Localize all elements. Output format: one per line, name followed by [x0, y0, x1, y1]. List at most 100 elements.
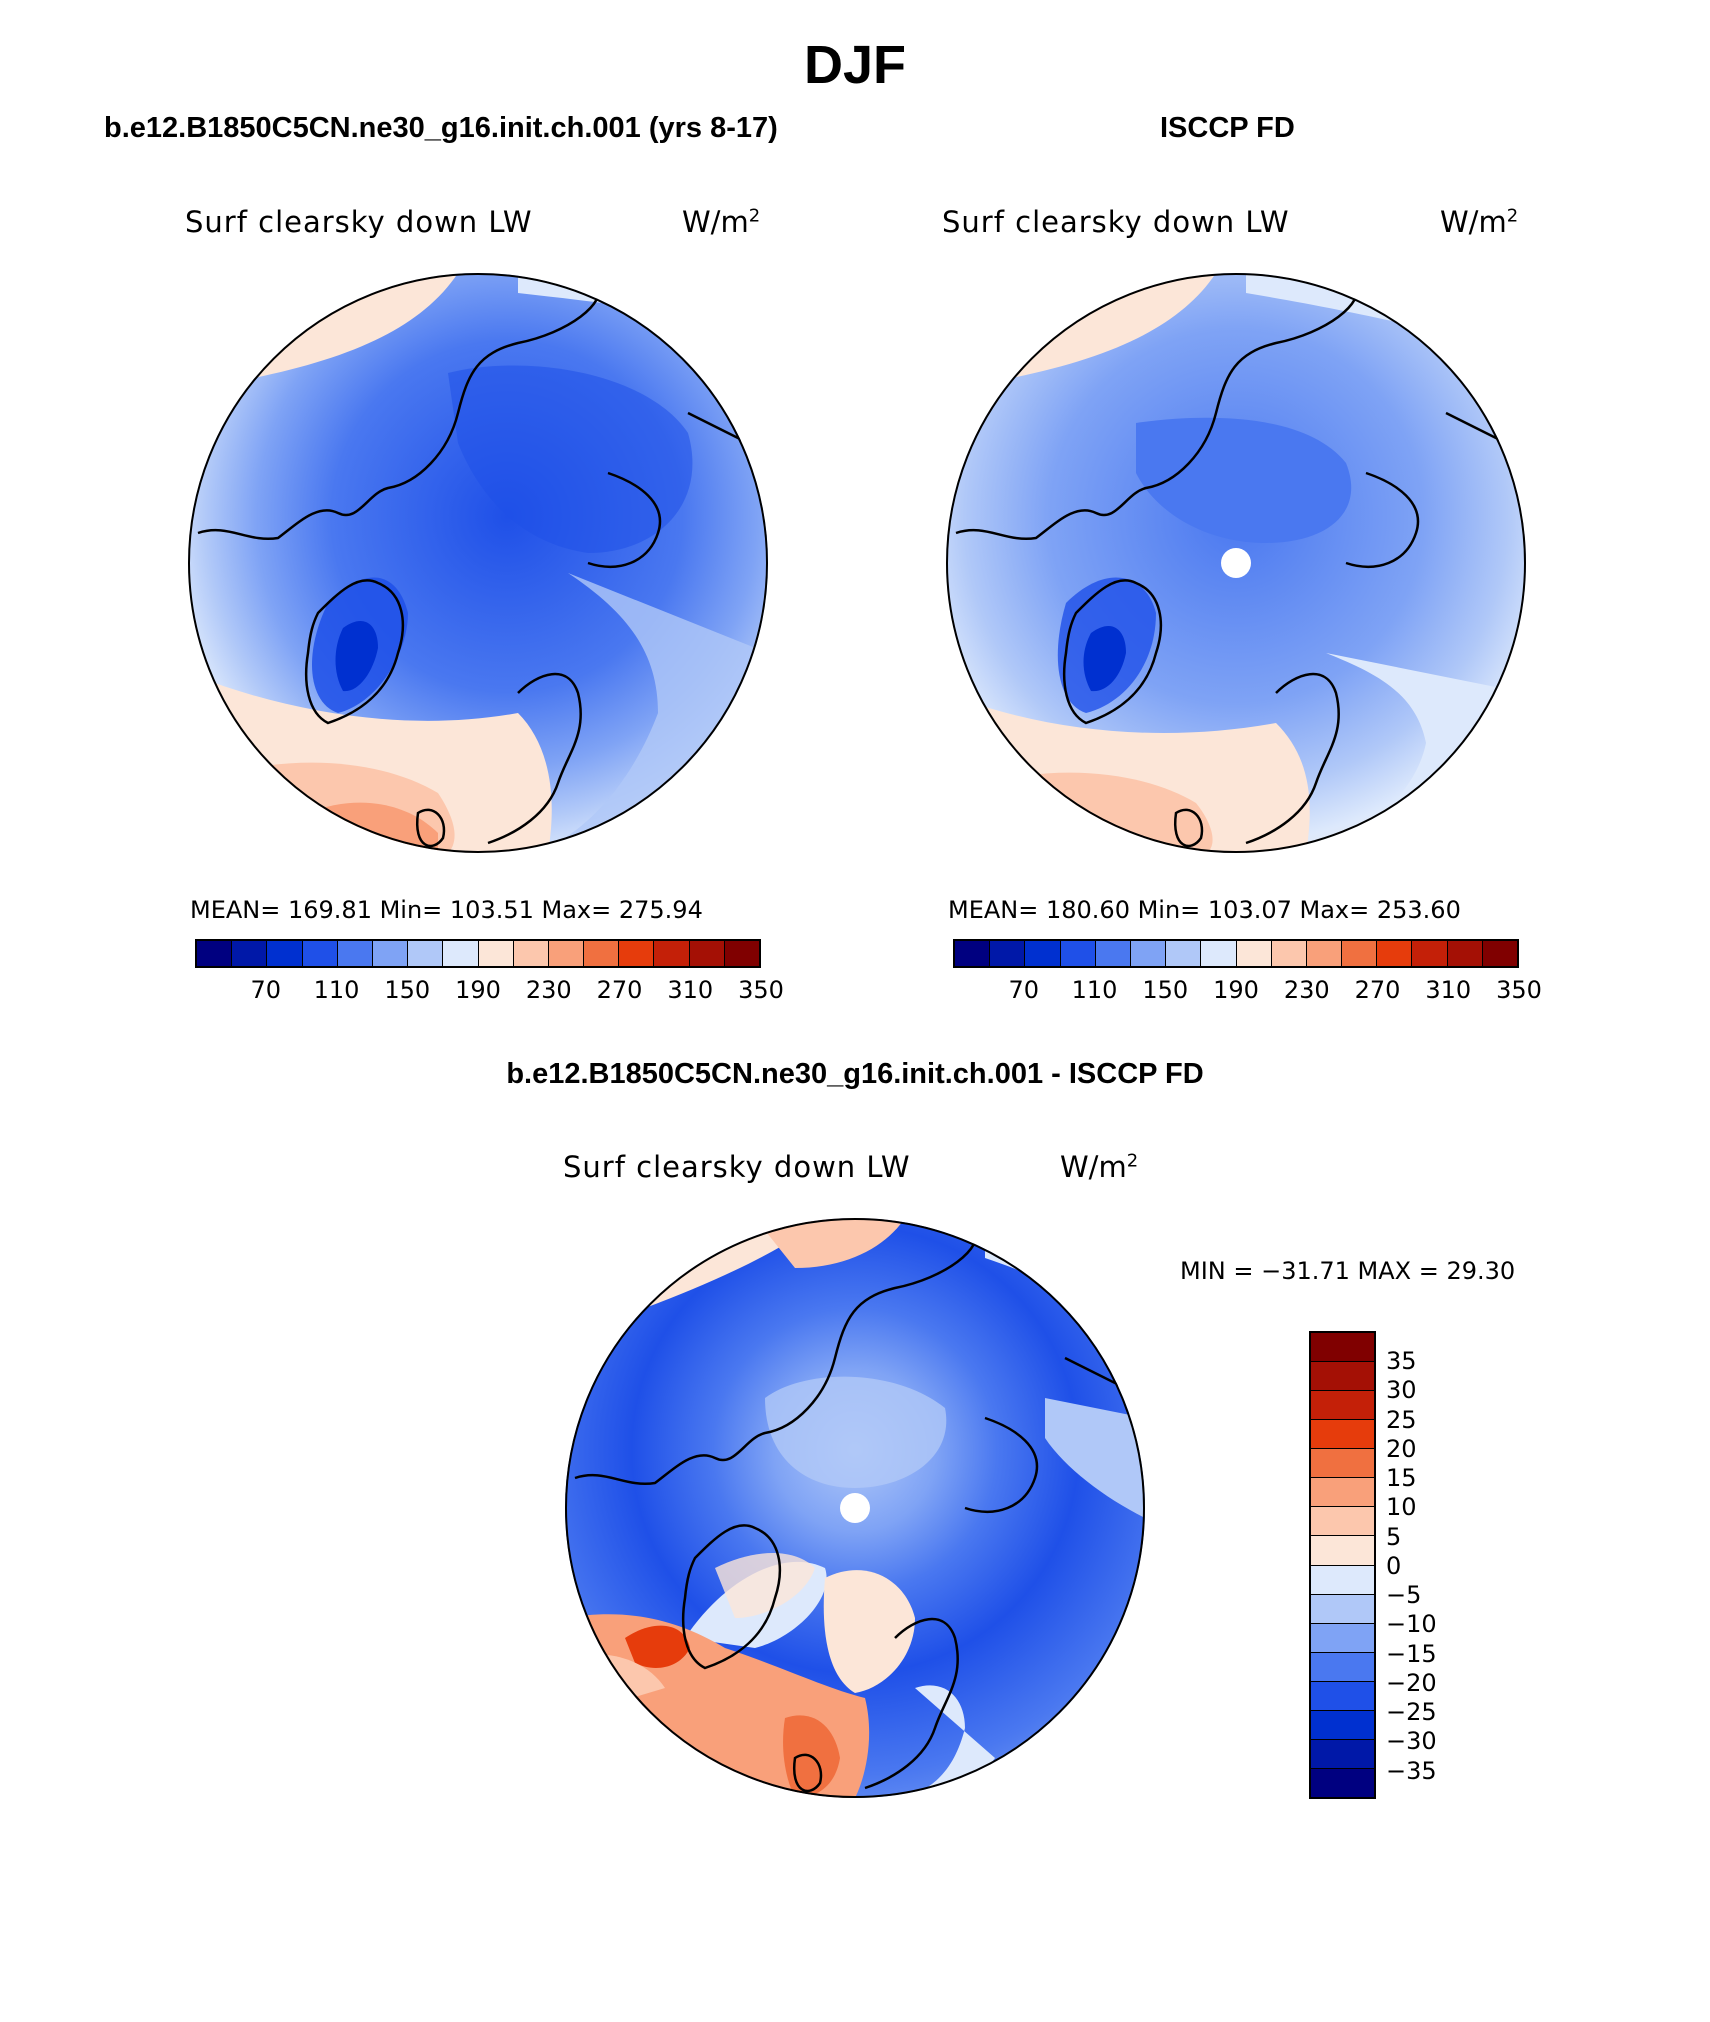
- diff-panel-colorbar-swatch: [1311, 1565, 1374, 1595]
- diff-panel-pole-missing: [840, 1493, 870, 1523]
- panel-1-map-boundary: [188, 273, 768, 853]
- panel-2-tick: 350: [1496, 976, 1542, 1004]
- panel-1-tick: 190: [455, 976, 501, 1004]
- panel-2-colorbar-swatch: [1095, 941, 1131, 966]
- panel-2-title: ISCCP FD: [1160, 112, 1295, 144]
- diff-panel-colorbar-swatch: [1311, 1536, 1374, 1566]
- panel-2-colorbar-swatch: [1130, 941, 1167, 966]
- panel-1-colorbar-swatch: [724, 941, 759, 966]
- diff-panel-units-base: W/m: [1060, 1150, 1127, 1184]
- panel-1-tick: 150: [384, 976, 431, 1004]
- panel-2-units-base: W/m: [1440, 205, 1507, 239]
- panel-1-tick: 270: [596, 976, 643, 1004]
- diff-panel-map-boundary: [565, 1218, 1145, 1798]
- panel-2-colorbar-swatch: [1412, 941, 1448, 966]
- panel-2-tick: 150: [1142, 976, 1189, 1004]
- panel-1-colorbar-swatch: [302, 941, 338, 966]
- diff-panel-colorbar-swatch: [1311, 1420, 1374, 1450]
- panel-2-coastlines: [955, 282, 1507, 848]
- panel-2-colorbar-swatch: [1271, 941, 1307, 966]
- diff-panel-units-exp: 2: [1126, 1150, 1139, 1172]
- panel-1-colorbar-swatch: [584, 941, 620, 966]
- panel-1-colorbar-swatch: [689, 941, 725, 966]
- diff-panel-tick: 30: [1386, 1376, 1417, 1404]
- diff-panel-tick: −20: [1386, 1669, 1437, 1697]
- panel-2-colorbar-swatch: [1025, 941, 1061, 966]
- panel-2-colorbar: [953, 939, 1519, 968]
- diff-panel-tick: 20: [1386, 1435, 1417, 1463]
- panel-1-coastlines: [197, 282, 749, 848]
- panel-1-units-base: W/m: [682, 205, 749, 239]
- diff-panel-stats: MIN = −31.71 MAX = 29.30: [1180, 1257, 1516, 1285]
- diff-panel-colorbar-swatch: [1311, 1739, 1374, 1769]
- panel-1-colorbar-swatch: [654, 941, 690, 966]
- panel-2-map-boundary: [946, 273, 1526, 853]
- panel-1-colorbar-swatch: [513, 941, 549, 966]
- diff-panel-tick: 25: [1386, 1406, 1417, 1434]
- panel-1-tick: 310: [667, 976, 714, 1004]
- panel-2-tick: 230: [1283, 976, 1330, 1004]
- panel-2-colorbar-swatch: [1482, 941, 1517, 966]
- panel-1-colorbar-swatch: [548, 941, 585, 966]
- panel-2-tick: 70: [1008, 976, 1040, 1004]
- panel-1-units-exp: 2: [748, 205, 761, 227]
- diff-panel-colorbar-swatch: [1311, 1681, 1374, 1711]
- panel-1-colorbar-swatch: [408, 941, 444, 966]
- panel-2-colorbar-swatch: [1236, 941, 1272, 966]
- panel-1-colorbar: [195, 939, 761, 968]
- diff-panel-map: [565, 1218, 1145, 1798]
- diff-panel-colorbar-ticks: 35 30 25 20 15 10 5 0 −5 −10 −15 −20 −25…: [1386, 1331, 1466, 1799]
- panel-1-tick: 70: [250, 976, 282, 1004]
- panel-1-stats: MEAN= 169.81 Min= 103.51 Max= 275.94: [190, 896, 703, 924]
- diff-panel-colorbar-swatch: [1311, 1478, 1374, 1508]
- panel-2-pole-missing: [1221, 548, 1251, 578]
- diff-panel-colorbar-swatch: [1311, 1333, 1374, 1363]
- panel-2-colorbar-swatch: [1377, 941, 1413, 966]
- panel-2-colorbar-swatch: [1447, 941, 1483, 966]
- panel-2-tick: 270: [1354, 976, 1401, 1004]
- diff-panel-units: W/m2: [1060, 1150, 1138, 1184]
- panel-1-colorbar-swatch: [267, 941, 303, 966]
- diff-panel-tick: −30: [1386, 1727, 1437, 1755]
- panel-2-colorbar-swatch: [1166, 941, 1202, 966]
- diff-panel-tick: 15: [1386, 1464, 1417, 1492]
- diff-panel-colorbar-swatch: [1311, 1594, 1374, 1624]
- diff-panel-colorbar-swatch: [1311, 1623, 1374, 1653]
- diff-panel-colorbar-swatch: [1311, 1710, 1374, 1740]
- panel-1-colorbar-ticks: 70 110 150 190 230 270 310 350: [195, 976, 783, 1006]
- panel-1-colorbar-swatch: [443, 941, 479, 966]
- panel-2-units: W/m2: [1440, 205, 1518, 239]
- diff-panel-variable: Surf clearsky down LW: [563, 1150, 911, 1184]
- panel-1-units: W/m2: [682, 205, 760, 239]
- diff-panel-tick: −15: [1386, 1640, 1437, 1668]
- panel-2-colorbar-swatch: [1060, 941, 1096, 966]
- diff-panel-colorbar-swatch: [1311, 1391, 1374, 1421]
- diff-panel-tick: −35: [1386, 1757, 1437, 1785]
- panel-2-colorbar-ticks: 70 110 150 190 230 270 310 350: [953, 976, 1541, 1006]
- panel-1-colorbar-swatch: [619, 941, 655, 966]
- diff-panel-tick: −25: [1386, 1698, 1437, 1726]
- panel-2-map: [946, 273, 1526, 853]
- panel-1-tick: 350: [738, 976, 784, 1004]
- panel-1-colorbar-swatch: [197, 941, 233, 966]
- panel-1-title: b.e12.B1850C5CN.ne30_g16.init.ch.001 (yr…: [104, 112, 778, 144]
- diff-panel-colorbar: [1309, 1331, 1376, 1799]
- diff-panel-title: b.e12.B1850C5CN.ne30_g16.init.ch.001 - I…: [506, 1058, 1204, 1090]
- panel-2-stats: MEAN= 180.60 Min= 103.07 Max= 253.60: [948, 896, 1461, 924]
- diff-panel-colorbar-swatch: [1311, 1507, 1374, 1537]
- diff-panel-tick: 0: [1386, 1552, 1402, 1580]
- panel-1-tick: 230: [525, 976, 572, 1004]
- panel-2-tick: 110: [1071, 976, 1118, 1004]
- panel-1-colorbar-swatch: [232, 941, 268, 966]
- panel-2-colorbar-swatch: [990, 941, 1026, 966]
- diff-panel-colorbar-swatch: [1311, 1449, 1374, 1479]
- panel-2-units-exp: 2: [1506, 205, 1519, 227]
- diff-panel-tick: 10: [1386, 1493, 1417, 1521]
- panel-2-colorbar-swatch: [1342, 941, 1378, 966]
- panel-2-colorbar-swatch: [1201, 941, 1237, 966]
- diff-panel-tick: −5: [1386, 1581, 1422, 1609]
- panel-1-map: [188, 273, 768, 853]
- diff-panel-tick: 5: [1386, 1523, 1402, 1551]
- panel-1-colorbar-swatch: [372, 941, 409, 966]
- panel-2-tick: 190: [1213, 976, 1259, 1004]
